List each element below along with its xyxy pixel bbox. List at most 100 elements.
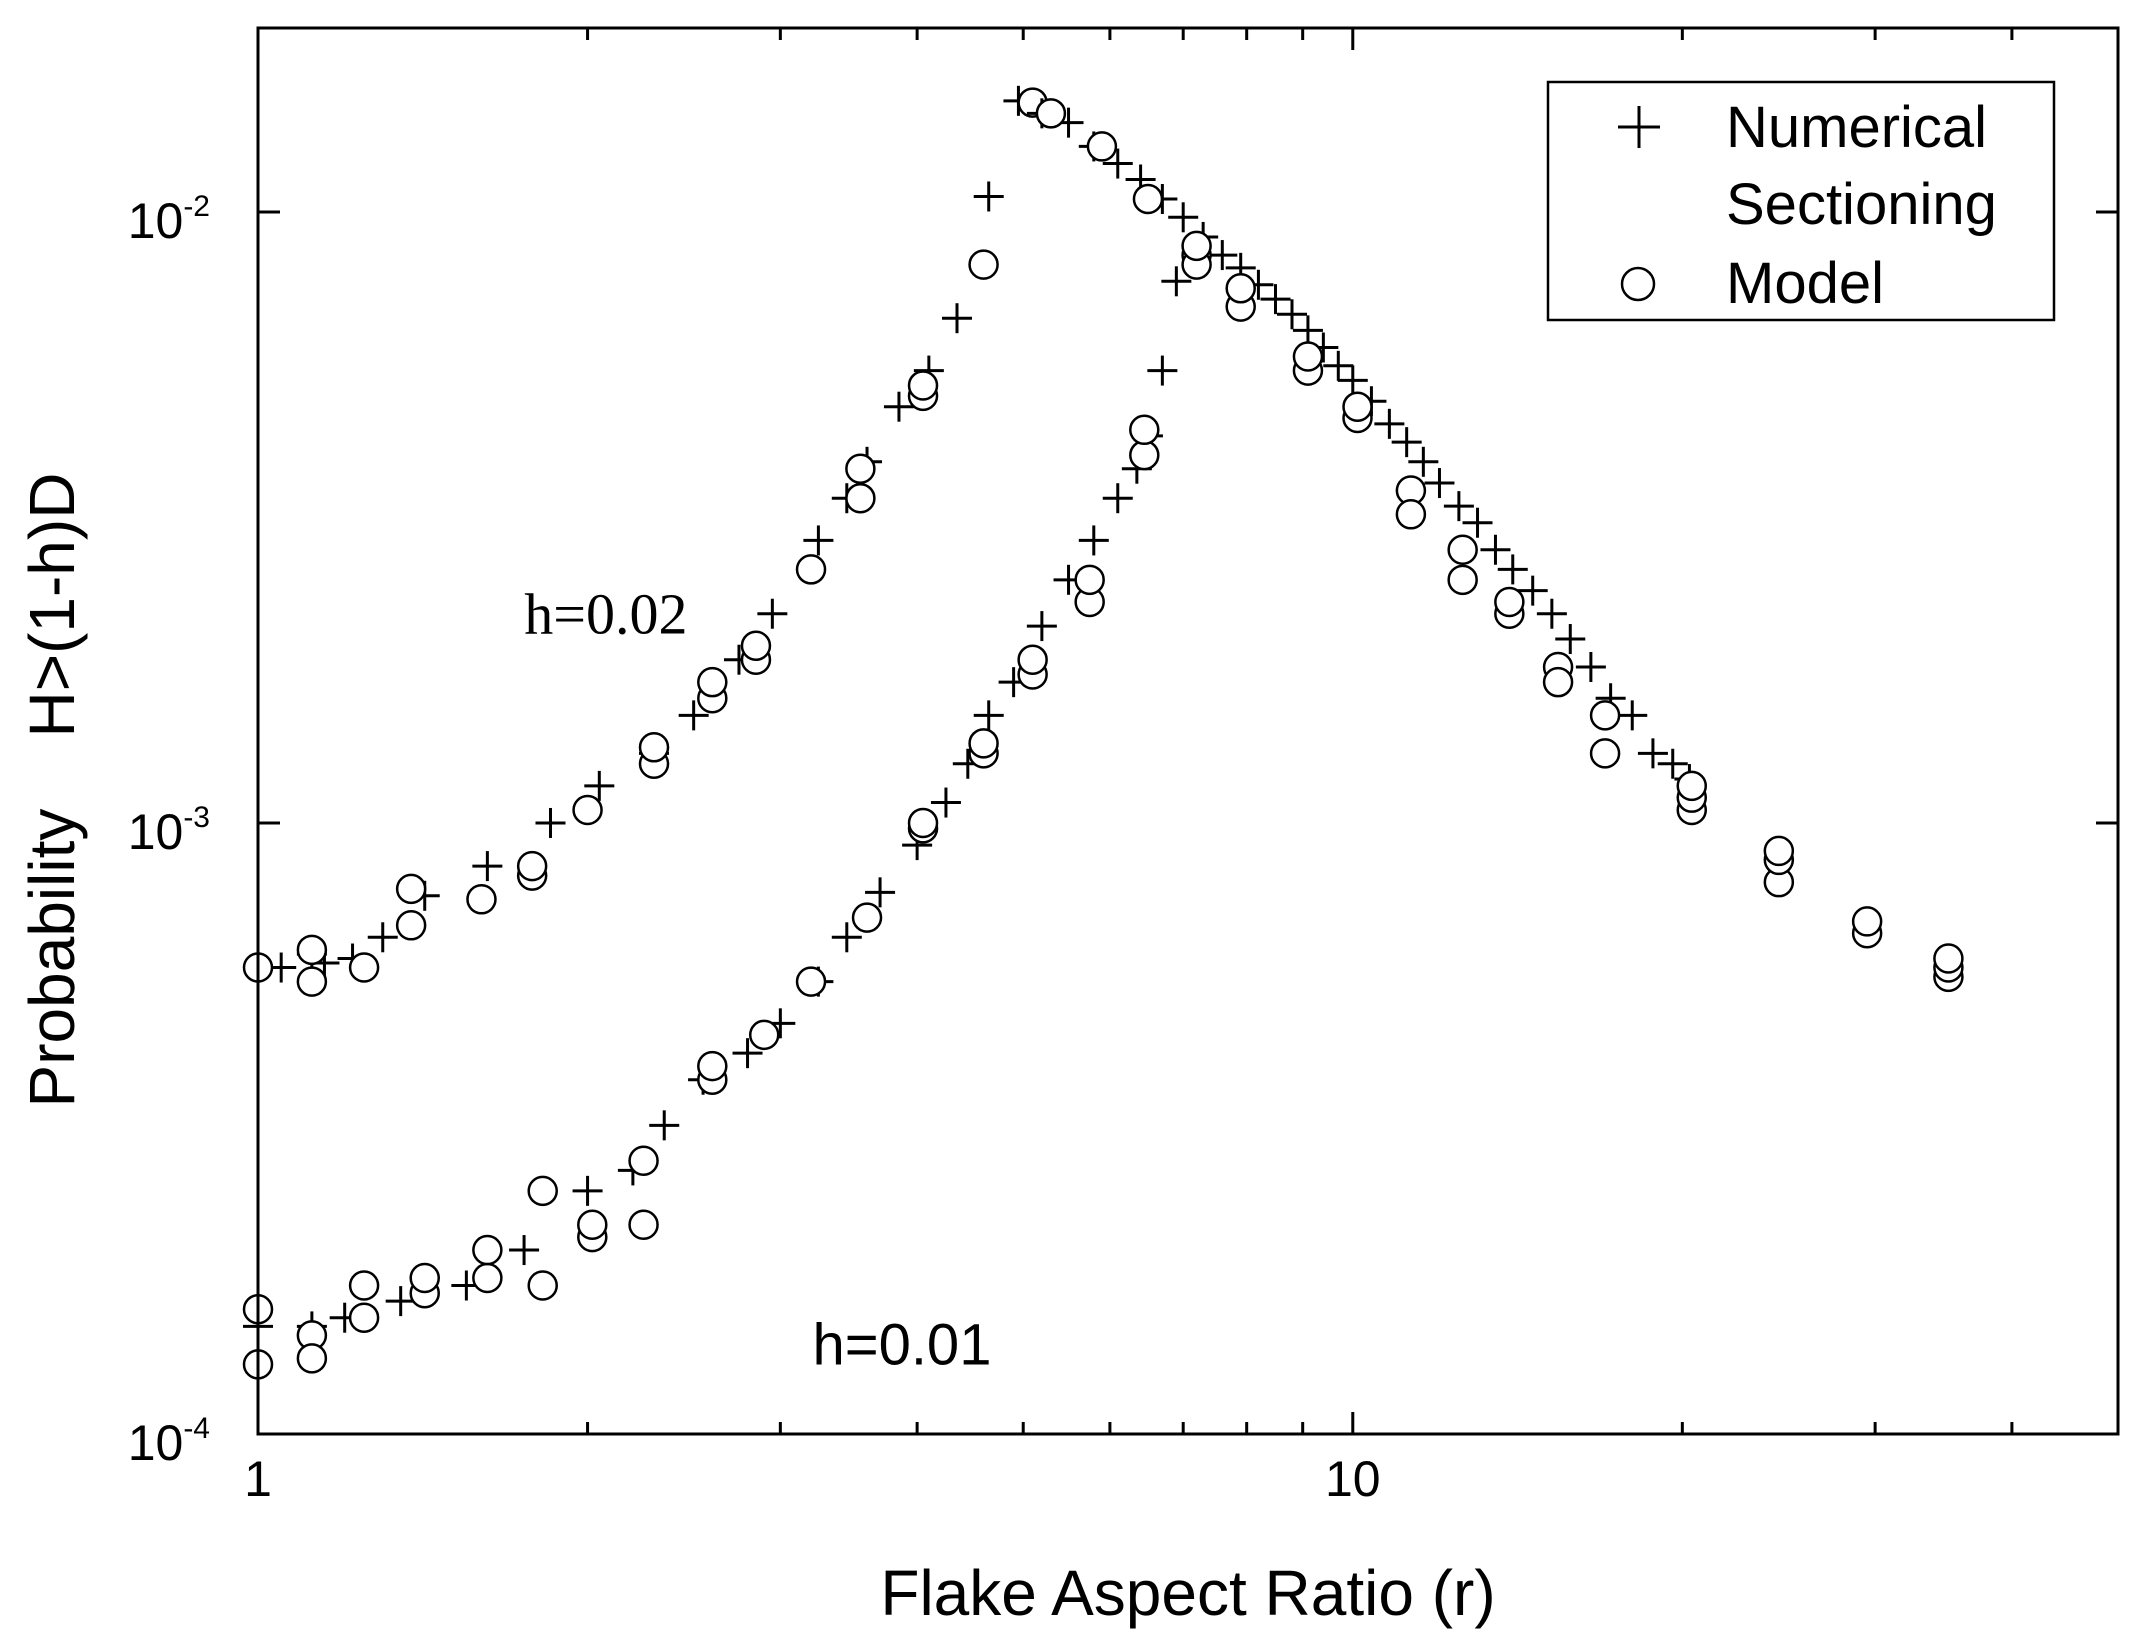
- numerical-sectioning-point: [367, 922, 398, 953]
- numerical-sectioning-point: [472, 851, 503, 882]
- model-point: [572, 794, 603, 826]
- numerical-sectioning-point: [1617, 700, 1648, 731]
- model-point: [472, 1234, 503, 1266]
- model-point: [1225, 273, 1256, 304]
- model-point: [638, 732, 670, 763]
- model-point: [1447, 534, 1478, 565]
- model-point: [1763, 835, 1795, 867]
- model-point: [466, 884, 497, 915]
- numerical-sectioning-point: [1374, 408, 1405, 439]
- numerical-sectioning-point: [1408, 446, 1439, 477]
- model-point: [1851, 906, 1883, 937]
- numerical-sectioning-point: [973, 700, 1004, 731]
- numerical-sectioning-point: [1323, 350, 1354, 381]
- numerical-sectioning-point: [1292, 315, 1323, 346]
- model-point: [296, 966, 328, 997]
- annotation-h-0-01: h=0.01: [812, 1313, 991, 1378]
- data-marks: [242, 85, 1964, 1380]
- numerical-sectioning-point: [535, 807, 566, 838]
- y-axis-title: Probability H>(1-h)D: [16, 473, 88, 1108]
- model-point: [1181, 230, 1212, 262]
- y-tick-label-1e-2: 10-2: [128, 190, 210, 249]
- model-point: [348, 1302, 380, 1333]
- model-point: [1494, 586, 1525, 618]
- model-point: [845, 482, 876, 514]
- numerical-sectioning-point: [865, 877, 896, 908]
- model-point: [740, 630, 772, 661]
- model-point: [1933, 943, 1964, 974]
- y-tick-label-1e-4: 10-4: [128, 1412, 210, 1471]
- model-point: [296, 934, 328, 966]
- model-point: [1342, 391, 1373, 422]
- model-point: [845, 453, 876, 484]
- numerical-sectioning-point: [678, 700, 709, 731]
- numerical-sectioning-point: [1536, 598, 1567, 629]
- model-point: [1395, 499, 1427, 530]
- model-point: [628, 1209, 659, 1241]
- model-point: [1542, 666, 1574, 698]
- model-point: [697, 666, 728, 698]
- model-point: [697, 1050, 728, 1082]
- model-point: [577, 1209, 608, 1241]
- legend-label-sectioning: Sectioning: [1726, 172, 1997, 237]
- model-point: [1589, 738, 1621, 769]
- model-point: [1676, 770, 1708, 802]
- y-tick-label-1e-3: 10-3: [128, 801, 210, 860]
- numerical-sectioning-point: [1161, 266, 1192, 297]
- model-point: [296, 1343, 328, 1374]
- numerical-sectioning-point: [1637, 738, 1668, 769]
- model-point: [1129, 414, 1160, 446]
- numerical-sectioning-point: [649, 1110, 680, 1141]
- numerical-sectioning-point: [1657, 748, 1688, 779]
- plot-frame: [256, 26, 2120, 1436]
- numerical-sectioning-point: [1391, 427, 1422, 458]
- numerical-sectioning-point: [572, 1175, 603, 1206]
- numerical-sectioning-point: [732, 1038, 763, 1069]
- legend: Numerical Sectioning Model: [1546, 80, 2056, 322]
- legend-plus-marker-icon: [1618, 106, 1660, 148]
- numerical-sectioning-point: [509, 1235, 540, 1266]
- model-point: [516, 850, 548, 882]
- model-point: [409, 1262, 440, 1294]
- model-point: [968, 249, 999, 280]
- model-point: [1129, 439, 1160, 471]
- numerical-sectioning-point: [942, 303, 973, 334]
- numerical-sectioning-point: [1147, 355, 1178, 386]
- model-point: [348, 1270, 380, 1301]
- numerical-sectioning-point: [1207, 240, 1238, 271]
- x-tick-label-10: 10: [1325, 1451, 1381, 1507]
- model-point: [395, 910, 427, 941]
- legend-label-model: Model: [1726, 251, 1884, 316]
- x-tick-label-1: 1: [244, 1451, 272, 1507]
- model-point: [1017, 644, 1048, 675]
- model-point: [907, 807, 939, 839]
- numerical-sectioning-point: [831, 922, 862, 953]
- numerical-sectioning-point: [1102, 483, 1133, 514]
- model-point: [795, 966, 827, 997]
- model-point: [527, 1270, 558, 1301]
- numerical-sectioning-point: [883, 391, 914, 422]
- model-point: [1074, 564, 1105, 596]
- numerical-sectioning-point: [1575, 651, 1606, 682]
- numerical-sectioning-point: [973, 181, 1004, 212]
- numerical-sectioning-point: [1102, 148, 1133, 179]
- model-point: [1086, 131, 1118, 162]
- model-point: [1132, 183, 1164, 215]
- numerical-sectioning-point: [1424, 468, 1455, 499]
- numerical-sectioning-point: [1078, 525, 1109, 556]
- numerical-sectioning-point: [1480, 534, 1511, 565]
- model-point: [968, 728, 999, 759]
- model-point: [1447, 564, 1478, 596]
- annotation-h-0-02: h=0.02: [524, 582, 687, 647]
- numerical-sectioning-point: [1443, 491, 1474, 522]
- model-point: [527, 1175, 558, 1207]
- legend-circle-marker-icon: [1620, 266, 1656, 302]
- model-point: [1292, 341, 1324, 372]
- model-point: [472, 1262, 503, 1294]
- legend-label-numerical: Numerical: [1726, 95, 1987, 160]
- axis-ticks: [256, 28, 2120, 1436]
- model-point: [748, 1019, 780, 1051]
- numerical-sectioning-point: [757, 598, 788, 629]
- model-point: [1035, 98, 1067, 129]
- numerical-sectioning-point: [1497, 554, 1528, 585]
